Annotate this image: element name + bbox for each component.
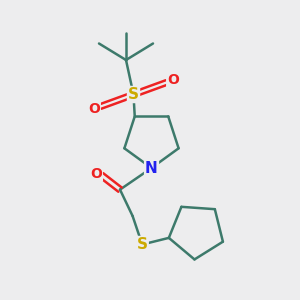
Text: S: S bbox=[137, 237, 148, 252]
Text: O: O bbox=[167, 73, 179, 87]
Text: S: S bbox=[128, 87, 139, 102]
Text: O: O bbox=[90, 167, 102, 181]
Text: N: N bbox=[145, 160, 158, 175]
Text: O: O bbox=[88, 102, 100, 116]
